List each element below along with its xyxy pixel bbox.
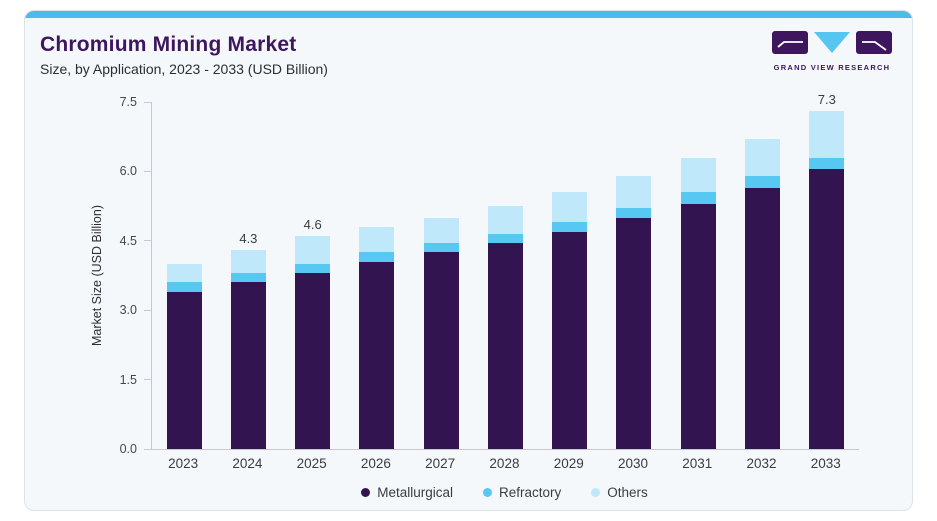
bar-2032 [745,139,781,449]
bar-2028 [487,206,523,449]
bar-segment-metallurgical-2028 [487,243,523,449]
legend-dot-others [591,488,601,497]
bar-2025: 4.6 [295,217,331,449]
bar-2026 [359,226,395,449]
bar-segment-others-2025 [295,236,331,264]
bar-segment-metallurgical-2032 [745,187,781,449]
legend-item-metallurgical: Metallurgical [361,485,453,500]
x-axis-label-2033: 2033 [810,456,841,471]
chart-card: Chromium Mining Market Size, by Applicat… [24,10,913,511]
x-axis-label-2031: 2031 [682,456,713,471]
bar-segment-others-2026 [359,226,395,253]
legend-label: Others [607,485,648,500]
x-axis-label-2028: 2028 [489,456,520,471]
bar-2030 [616,176,652,449]
y-tick-label: 0.0 [119,442,137,456]
bar-segment-refractory-2028 [487,233,523,244]
y-tick-label: 7.5 [119,95,137,109]
gvr-logo-text: GRAND VIEW RESEARCH [773,63,891,72]
y-tick-mark [144,448,151,450]
bar-value-label: 4.6 [303,217,322,233]
legend-label: Refractory [498,485,562,500]
chart-subtitle: Size, by Application, 2023 - 2033 (USD B… [40,61,328,77]
bar-segment-refractory-2031 [680,192,716,204]
y-tick-mark [144,170,151,172]
bar-segment-metallurgical-2024 [230,282,266,449]
bar-segment-refractory-2023 [166,282,202,292]
bar-segment-others-2033 [809,111,845,158]
x-axis-label-2023: 2023 [168,456,199,471]
legend-dot-refractory [482,488,492,497]
y-tick-mark [144,309,151,311]
x-axis-labels: 2023 2024 2025 2026 2027 2028 2029 2030 2031 2032… [151,456,858,471]
bar-segment-others-2023 [166,263,202,283]
bar-segment-metallurgical-2033 [809,169,845,449]
legend-label: Metallurgical [377,485,453,500]
bar-segment-refractory-2033 [809,157,845,170]
bar-segment-refractory-2027 [423,243,459,253]
bar-segment-others-2027 [423,217,459,244]
y-tick-mark [144,240,151,242]
bar-segment-others-2032 [745,139,781,177]
bar-segment-others-2030 [616,176,652,209]
bar-segment-others-2029 [552,192,588,223]
y-tick-label: 3.0 [119,303,137,318]
gvr-logo-icon [772,31,892,54]
bar-value-label: 4.3 [239,231,258,247]
plot-area: 4.3 4.6 7.3 [144,92,859,450]
bar-2033: 7.3 [809,92,845,449]
legend: Metallurgical Refractory Others [151,485,858,500]
bar-2027 [423,217,459,449]
chart-header: Chromium Mining Market Size, by Applicat… [40,33,328,77]
bar-2029 [552,192,588,449]
x-axis-label-2030: 2030 [617,456,648,471]
bar-2024: 4.3 [230,231,266,449]
bar-segment-refractory-2026 [359,252,395,262]
bar-segment-metallurgical-2026 [359,261,395,449]
bar-segment-metallurgical-2030 [616,217,652,449]
y-tick-label: 6.0 [119,164,137,179]
bar-segment-others-2028 [487,206,523,234]
chart-title: Chromium Mining Market [40,33,297,56]
bar-segment-refractory-2025 [295,263,331,274]
y-tick-mark [144,102,151,103]
y-tick-label: 4.5 [119,233,137,248]
bar-segment-others-2024 [230,250,266,274]
bar-segment-metallurgical-2027 [423,252,459,449]
bar-segment-refractory-2032 [745,176,781,188]
bar-segment-metallurgical-2031 [680,203,716,449]
bar-value-label: 7.3 [817,92,836,108]
y-tick-mark [144,379,151,381]
x-axis-label-2025: 2025 [296,456,327,471]
x-axis-label-2026: 2026 [360,456,391,471]
bar-segment-metallurgical-2029 [552,231,588,449]
x-axis-label-2032: 2032 [746,456,777,471]
bar-segment-refractory-2030 [616,208,652,218]
gvr-logo: GRAND VIEW RESEARCH [765,31,899,72]
x-axis-label-2024: 2024 [232,456,263,471]
legend-item-others: Others [591,485,648,500]
y-axis-tick-labels: 0.0 1.5 3.0 4.5 6.0 7.5 [97,95,145,456]
bar-segment-others-2031 [680,157,716,193]
x-axis-label-2029: 2029 [553,456,584,471]
legend-item-refractory: Refractory [482,485,562,500]
y-tick-label: 1.5 [119,372,137,387]
legend-dot-metallurgical [361,488,371,497]
bar-segment-refractory-2024 [230,273,266,283]
bar-segment-metallurgical-2025 [295,273,331,449]
x-axis-label-2027: 2027 [425,456,456,471]
bar-2023 [166,263,202,449]
bar-segment-metallurgical-2023 [166,291,202,449]
bar-2031 [680,157,716,449]
bar-segment-refractory-2029 [552,222,588,232]
card-accent-bar [25,11,912,18]
